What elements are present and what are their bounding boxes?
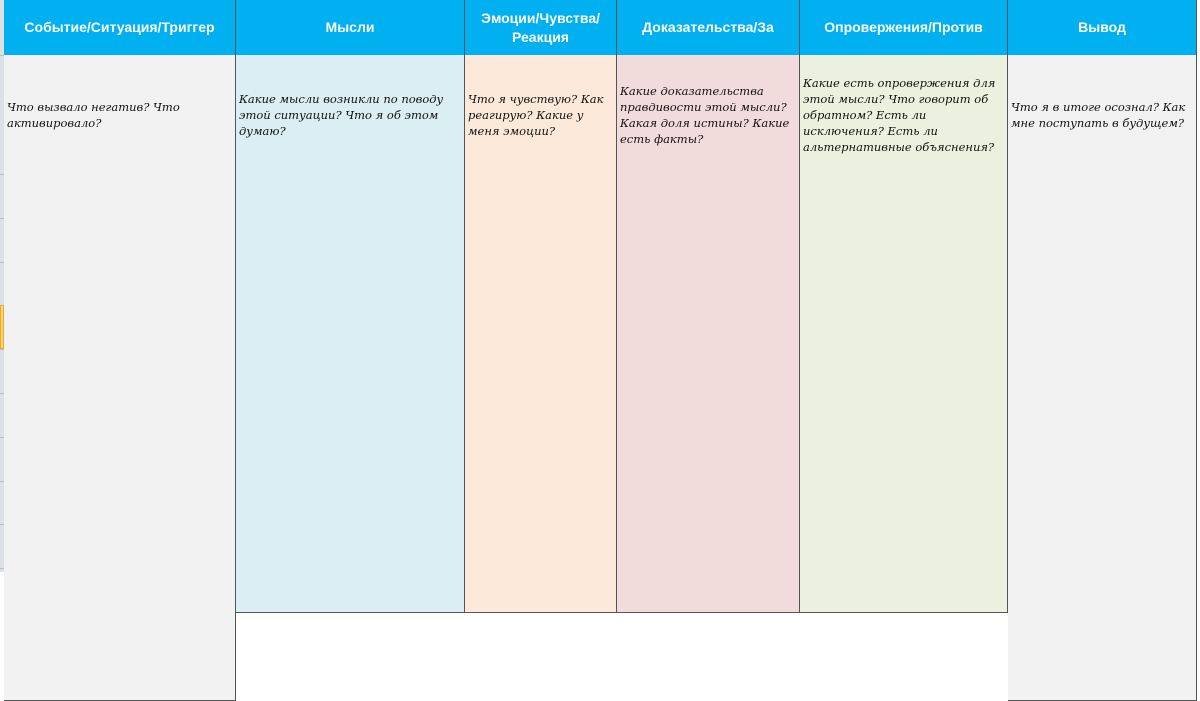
description-event-text: Что вызвало негатив? Что активировало?: [7, 99, 180, 130]
cell-evidence-for[interactable]: [617, 481, 800, 525]
cell-evidence-against[interactable]: [800, 305, 1008, 350]
description-thoughts-text: Какие мысли возникли по поводу этой ситу…: [239, 91, 444, 138]
row-divider: [0, 218, 4, 219]
merged-cell-event[interactable]: [4, 437, 236, 701]
cell-emotions[interactable]: [465, 568, 617, 613]
row-divider: [0, 349, 4, 350]
description-emotions-text: Что я чувствую? Как реагирую? Какие у ме…: [468, 91, 604, 138]
cell-emotions[interactable]: [465, 174, 617, 219]
cell-emotions[interactable]: [465, 262, 617, 306]
merged-cell-conclusion[interactable]: [1008, 437, 1197, 701]
selected-row-header[interactable]: [0, 305, 4, 349]
cell-thoughts[interactable]: [236, 524, 465, 569]
row-divider: [0, 174, 4, 175]
cell-thoughts[interactable]: [236, 481, 465, 525]
cell-thoughts[interactable]: [236, 437, 465, 482]
cell-thoughts[interactable]: [236, 262, 465, 306]
cell-emotions[interactable]: [465, 437, 617, 482]
header-event-text: Событие/Ситуация/Триггер: [24, 19, 215, 35]
cell-evidence-against[interactable]: [800, 437, 1008, 482]
description-evidence-against[interactable]: Какие есть опровержения для этой мысли? …: [800, 55, 1008, 175]
cell-emotions[interactable]: [465, 393, 617, 438]
cell-evidence-for[interactable]: [617, 305, 800, 350]
description-evidence-for-text: Какие доказательства правдивости этой мы…: [620, 83, 790, 146]
cell-evidence-against[interactable]: [800, 393, 1008, 438]
header-evidence-for[interactable]: Доказательства/За: [617, 0, 800, 56]
cell-emotions[interactable]: [465, 481, 617, 525]
row-divider: [0, 524, 4, 525]
cell-thoughts[interactable]: [236, 218, 465, 263]
cell-thoughts[interactable]: [236, 174, 465, 219]
description-evidence-for[interactable]: Какие доказательства правдивости этой мы…: [617, 55, 800, 175]
cell-evidence-against[interactable]: [800, 218, 1008, 263]
header-conclusion-text: Вывод: [1078, 19, 1126, 35]
header-evidence-for-text: Доказательства/За: [642, 19, 774, 35]
header-evidence-against[interactable]: Опровержения/Против: [800, 0, 1008, 56]
cell-evidence-for[interactable]: [617, 174, 800, 219]
row-divider: [0, 437, 4, 438]
row-divider: [0, 55, 4, 56]
header-conclusion[interactable]: Вывод: [1008, 0, 1197, 56]
description-event[interactable]: Что вызвало негатив? Что активировало?: [4, 55, 236, 175]
cell-evidence-for[interactable]: [617, 524, 800, 569]
cell-emotions[interactable]: [465, 524, 617, 569]
header-thoughts-text: Мысли: [325, 19, 375, 35]
description-emotions[interactable]: Что я чувствую? Как реагирую? Какие у ме…: [465, 55, 617, 175]
cell-thoughts[interactable]: [236, 393, 465, 438]
description-thoughts[interactable]: Какие мысли возникли по поводу этой ситу…: [236, 55, 465, 175]
merged-cell-event[interactable]: [4, 174, 236, 438]
row-divider: [0, 262, 4, 263]
cell-thoughts[interactable]: [236, 305, 465, 350]
cell-evidence-against[interactable]: [800, 349, 1008, 394]
description-evidence-against-text: Какие есть опровержения для этой мысли? …: [803, 75, 996, 154]
row-divider: [0, 481, 4, 482]
header-emotions[interactable]: Эмоции/Чувства/ Реакция: [465, 0, 617, 56]
cell-evidence-against[interactable]: [800, 568, 1008, 613]
cell-emotions[interactable]: [465, 218, 617, 263]
description-conclusion-text: Что я в итоге осознал? Как мне поступать…: [1011, 99, 1186, 130]
header-emotions-text: Эмоции/Чувства/ Реакция: [480, 9, 600, 45]
header-event[interactable]: Событие/Ситуация/Триггер: [4, 0, 236, 56]
cell-evidence-for[interactable]: [617, 568, 800, 613]
cell-evidence-against[interactable]: [800, 262, 1008, 306]
description-conclusion[interactable]: Что я в итоге осознал? Как мне поступать…: [1008, 55, 1197, 175]
header-evidence-against-text: Опровержения/Против: [824, 19, 983, 35]
cell-thoughts[interactable]: [236, 568, 465, 613]
cell-evidence-for[interactable]: [617, 262, 800, 306]
merged-cell-conclusion[interactable]: [1008, 174, 1197, 438]
row-divider: [0, 393, 4, 394]
header-thoughts[interactable]: Мысли: [236, 0, 465, 56]
cell-emotions[interactable]: [465, 349, 617, 394]
cell-emotions[interactable]: [465, 305, 617, 350]
cell-evidence-for[interactable]: [617, 349, 800, 394]
cell-evidence-for[interactable]: [617, 393, 800, 438]
cell-evidence-for[interactable]: [617, 437, 800, 482]
row-divider: [0, 568, 4, 569]
cell-thoughts[interactable]: [236, 349, 465, 394]
cell-evidence-against[interactable]: [800, 174, 1008, 219]
cell-evidence-against[interactable]: [800, 481, 1008, 525]
cell-evidence-for[interactable]: [617, 218, 800, 263]
cell-evidence-against[interactable]: [800, 524, 1008, 569]
